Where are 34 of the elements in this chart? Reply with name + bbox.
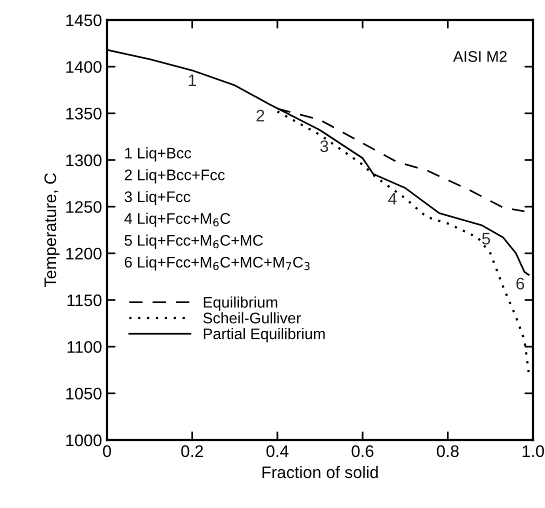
annotation: 3 Liq+Fcc — [124, 190, 190, 206]
annotation: 6 — [516, 278, 524, 290]
y-tick-label: 1050 — [66, 388, 102, 400]
x-tick-label: 0.8 — [436, 445, 459, 458]
annotation: 5 — [482, 232, 490, 245]
x-tick-label: 0 — [103, 445, 111, 458]
annotation: 3 — [320, 140, 328, 152]
annotation: 2 — [256, 110, 264, 122]
y-tick-label: 1200 — [66, 248, 102, 260]
y-tick-label: 1300 — [66, 154, 102, 166]
annotation: 2 Liq+Bcc+Fcc — [124, 169, 225, 184]
annotation: 5 Liq+Fcc+M$_{6}$C+MC — [124, 234, 263, 249]
y-tick-label: 1350 — [66, 108, 102, 120]
y-tick-label: 1400 — [66, 61, 102, 73]
annotation: 1 Liq+Bcc — [125, 147, 192, 162]
y-axis-title: Temperature, C — [44, 173, 60, 288]
legend-label: Equilibrium — [204, 296, 278, 311]
y-tick-label: 1000 — [66, 434, 102, 446]
y-tick-label: 1250 — [66, 201, 102, 213]
x-tick-label: 0.4 — [266, 445, 288, 458]
legend-label: Scheil-Gulliver — [203, 312, 301, 324]
x-tick-label: 1.0 — [522, 445, 544, 458]
y-tick-label: 1450 — [66, 14, 102, 26]
annotation: AISI M2 — [453, 51, 507, 62]
x-tick-label: 0.2 — [181, 445, 203, 458]
x-tick-label: 0.6 — [352, 445, 374, 458]
annotation: 6 Liq+Fcc+M$_{6}$C+MC+M$_{7}$C$_{3}$ — [124, 256, 310, 271]
annotation: 1 — [188, 74, 196, 86]
x-axis-title: Fraction of solid — [262, 466, 378, 478]
annotation: 4 Liq+Fcc+M$_{6}$C — [124, 212, 230, 227]
y-tick-label: 1100 — [68, 341, 102, 353]
y-tick-label: 1150 — [68, 294, 102, 306]
annotation: 4 — [388, 193, 397, 204]
legend-label: Partial Equilibrium — [204, 328, 325, 342]
